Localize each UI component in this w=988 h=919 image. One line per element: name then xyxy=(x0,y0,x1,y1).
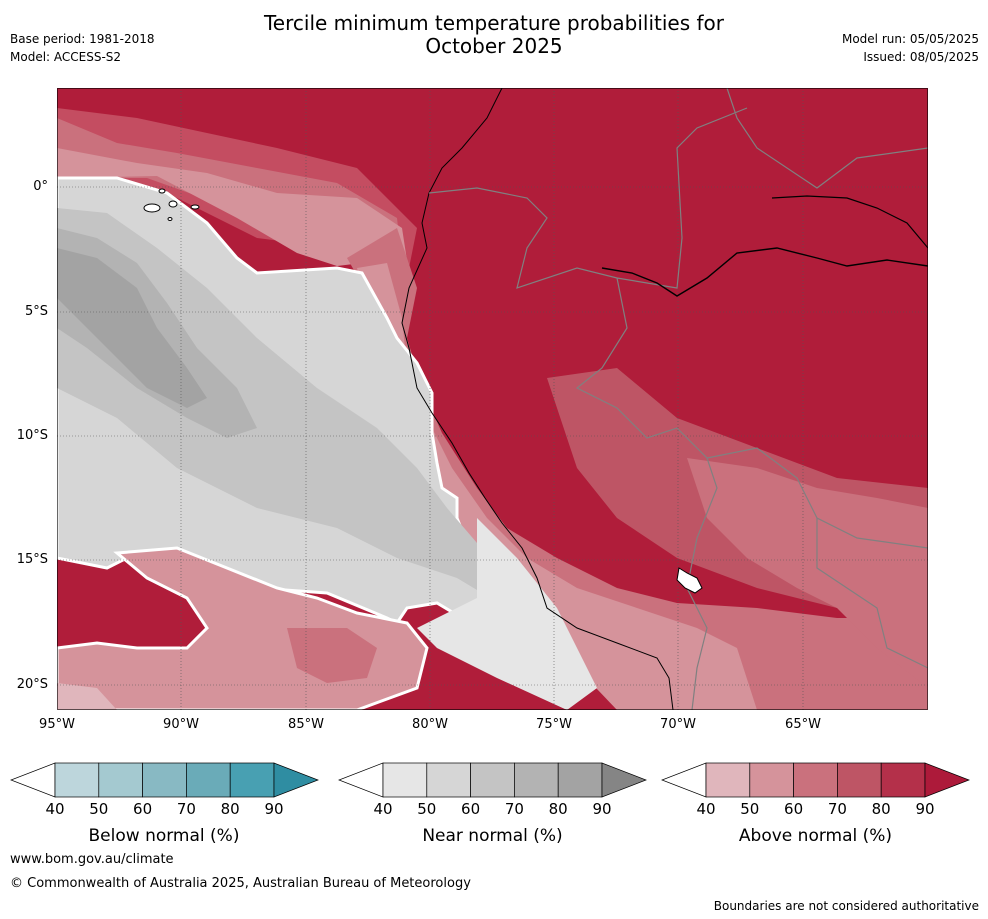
below-colorbar-segment xyxy=(229,762,275,798)
lat-label-20s: 20°S xyxy=(16,677,48,692)
below-colorbar-tick-label: 60 xyxy=(133,800,153,818)
lon-label-90w: 90°W xyxy=(163,717,199,732)
above-60-interior-band xyxy=(687,458,928,688)
above-colorbar-segment xyxy=(793,762,838,798)
country-borders xyxy=(428,88,928,710)
above-60-south-patch xyxy=(287,628,377,683)
lake-titicaca xyxy=(676,567,703,594)
near-normal-60-region xyxy=(57,208,537,608)
above-normal-title: Above normal (%) xyxy=(738,826,893,846)
above-colorbar-segment xyxy=(705,762,751,798)
near-normal-title: Near normal (%) xyxy=(422,826,563,846)
below-normal-colorbar xyxy=(10,762,319,798)
title-line-1: Tercile minimum temperature probabilitie… xyxy=(263,11,725,35)
near-colorbar-tick-label: 80 xyxy=(548,800,568,818)
copyright-notice: © Commonwealth of Australia 2025, Austra… xyxy=(10,876,471,891)
lon-label-65w: 65°W xyxy=(785,717,821,732)
lat-label-10s: 10°S xyxy=(16,428,48,443)
lat-label-0: 0° xyxy=(33,179,48,194)
near-colorbar-max-extension xyxy=(601,762,647,798)
above-40-island-patch xyxy=(57,683,117,710)
below-colorbar-segment xyxy=(142,762,187,798)
above-normal-colorbar xyxy=(661,762,970,798)
map-title: Tercile minimum temperature probabilitie… xyxy=(0,12,988,58)
amazon-river xyxy=(601,247,928,297)
galapagos-islands xyxy=(143,188,200,221)
above-colorbar-segment xyxy=(880,762,926,798)
near-normal-80-region xyxy=(57,248,207,408)
near-colorbar-segment xyxy=(426,762,471,798)
lon-label-80w: 80°W xyxy=(412,717,448,732)
coastline xyxy=(401,88,674,710)
above-colorbar-min-extension xyxy=(661,762,707,798)
lon-label-95w: 95°W xyxy=(39,717,75,732)
above-colorbar-max-extension xyxy=(924,762,970,798)
below-colorbar-segment xyxy=(98,762,143,798)
above-colorbar-tick-label: 80 xyxy=(871,800,891,818)
near-colorbar-tick-label: 50 xyxy=(417,800,437,818)
above-colorbar-tick-label: 90 xyxy=(915,800,935,818)
above-colorbar-segment xyxy=(749,762,794,798)
near-colorbar-tick-label: 60 xyxy=(461,800,481,818)
above-colorbar-tick-label: 70 xyxy=(827,800,847,818)
below-colorbar-segment xyxy=(186,762,231,798)
model-label: Model: ACCESS-S2 xyxy=(10,50,122,64)
graticule xyxy=(57,88,928,710)
near-colorbar-segment xyxy=(557,762,603,798)
lon-label-85w: 85°W xyxy=(288,717,324,732)
above-colorbar-segment xyxy=(837,762,882,798)
below-colorbar-segment xyxy=(54,762,100,798)
model-run-label: Model run: 05/05/2025 xyxy=(841,32,979,46)
below-colorbar-min-extension xyxy=(10,762,56,798)
near-colorbar-segment xyxy=(470,762,515,798)
near-colorbar-segment xyxy=(382,762,428,798)
above-colorbar-tick-label: 40 xyxy=(696,800,716,818)
above-50-band-north xyxy=(57,148,412,293)
lon-label-70w: 70°W xyxy=(660,717,696,732)
near-colorbar-tick-label: 40 xyxy=(373,800,393,818)
near-colorbar-tick-label: 90 xyxy=(592,800,612,818)
below-colorbar-tick-label: 80 xyxy=(220,800,240,818)
below-colorbar-tick-label: 40 xyxy=(45,800,65,818)
below-normal-title: Below normal (%) xyxy=(88,826,240,846)
near-normal-colorbar xyxy=(338,762,647,798)
website-link[interactable]: www.bom.gov.au/climate xyxy=(10,852,174,867)
near-colorbar-segment xyxy=(514,762,559,798)
below-colorbar-max-extension xyxy=(273,762,319,798)
below-colorbar-tick-label: 70 xyxy=(176,800,196,818)
near-colorbar-min-extension xyxy=(338,762,384,798)
lon-label-75w: 75°W xyxy=(536,717,572,732)
title-line-2: October 2025 xyxy=(425,34,563,58)
lat-label-15s: 15°S xyxy=(16,552,48,567)
above-colorbar-tick-label: 50 xyxy=(740,800,760,818)
issued-label: Issued: 08/05/2025 xyxy=(863,50,979,64)
map-frame xyxy=(57,88,928,710)
near-normal-50-region xyxy=(417,518,597,710)
below-colorbar-tick-label: 50 xyxy=(89,800,109,818)
probability-map xyxy=(57,88,928,710)
rio-negro xyxy=(771,195,928,249)
lat-label-5s: 5°S xyxy=(24,304,48,319)
near-colorbar-tick-label: 70 xyxy=(504,800,524,818)
above-colorbar-tick-label: 60 xyxy=(784,800,804,818)
below-colorbar-tick-label: 90 xyxy=(264,800,284,818)
base-period-label: Base period: 1981-2018 xyxy=(10,32,155,46)
colorbars xyxy=(10,762,970,798)
boundaries-disclaimer: Boundaries are not considered authoritat… xyxy=(713,899,979,913)
